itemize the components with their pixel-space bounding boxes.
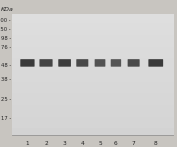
FancyBboxPatch shape bbox=[128, 59, 140, 67]
Text: 200 -: 200 - bbox=[0, 18, 11, 23]
Text: 4: 4 bbox=[80, 141, 84, 146]
Text: 3: 3 bbox=[63, 141, 67, 146]
Text: 76 -: 76 - bbox=[1, 45, 11, 50]
Text: KDa: KDa bbox=[1, 7, 14, 12]
Text: 17 -: 17 - bbox=[1, 116, 11, 121]
Text: 7: 7 bbox=[132, 141, 136, 146]
Bar bbox=[12, 15, 173, 135]
Text: 8: 8 bbox=[154, 141, 158, 146]
Text: 1: 1 bbox=[26, 141, 29, 146]
Text: 150 -: 150 - bbox=[0, 27, 11, 32]
FancyBboxPatch shape bbox=[76, 59, 88, 67]
FancyBboxPatch shape bbox=[111, 59, 121, 67]
FancyBboxPatch shape bbox=[20, 59, 35, 67]
FancyBboxPatch shape bbox=[148, 59, 163, 67]
Text: 5: 5 bbox=[98, 141, 102, 146]
Text: 48 -: 48 - bbox=[1, 63, 11, 68]
FancyBboxPatch shape bbox=[95, 59, 105, 67]
Text: 6: 6 bbox=[114, 141, 118, 146]
Text: 98 -: 98 - bbox=[1, 36, 11, 41]
FancyBboxPatch shape bbox=[58, 59, 71, 67]
Text: 2: 2 bbox=[44, 141, 48, 146]
FancyBboxPatch shape bbox=[39, 59, 53, 67]
Text: 25 -: 25 - bbox=[1, 97, 11, 102]
Text: 38 -: 38 - bbox=[1, 77, 11, 82]
